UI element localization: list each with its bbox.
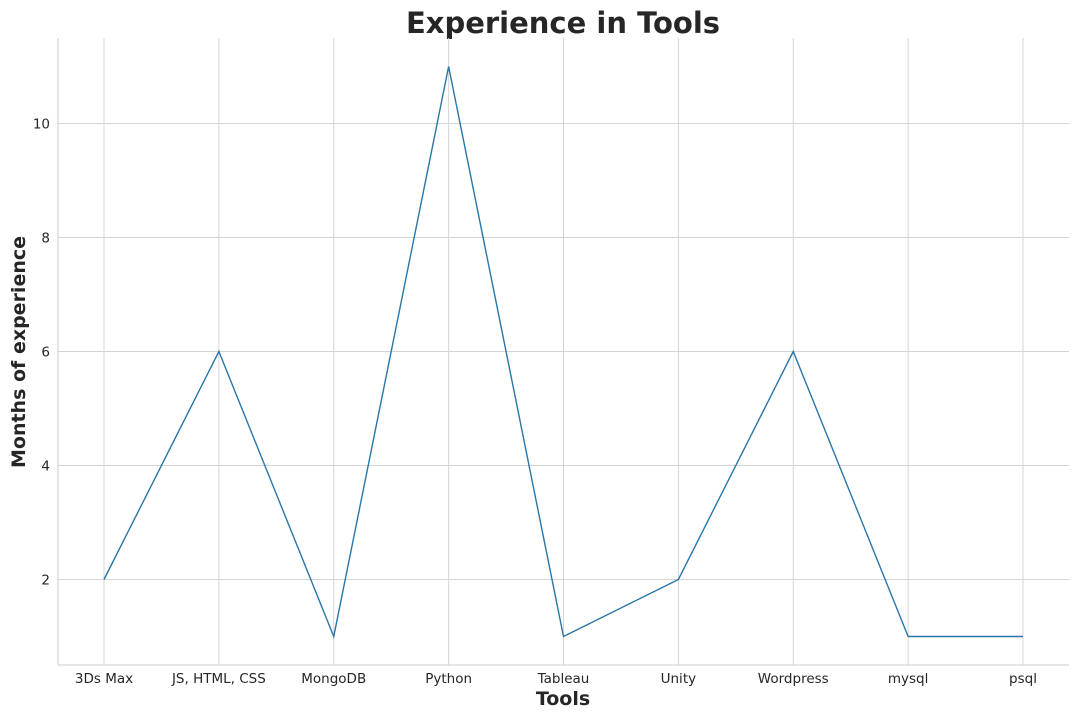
y-tick-label: 8 [41, 231, 50, 247]
series-layer [103, 66, 1023, 639]
y-axis-label: Months of experience [8, 236, 30, 468]
x-axis-label: Tools [536, 688, 590, 710]
x-tick-label: Python [425, 671, 472, 687]
y-tick-label: 6 [41, 345, 50, 361]
x-tick-label: Unity [661, 671, 696, 687]
chart-title: Experience in Tools [406, 6, 720, 40]
series-line [103, 66, 1023, 639]
x-tick-label: MongoDB [301, 671, 366, 687]
x-tick-label: 3Ds Max [75, 671, 133, 687]
y-axis-ticks: 2 4 6 8 10 [33, 117, 50, 589]
x-tick-label: Wordpress [758, 671, 829, 687]
x-tick-label: mysql [888, 671, 929, 687]
axes-spines [57, 38, 1069, 666]
x-tick-label: JS, HTML, CSS [171, 671, 266, 687]
grid [58, 38, 1069, 665]
x-tick-label: Tableau [537, 671, 590, 687]
y-tick-label: 4 [41, 459, 50, 475]
y-tick-label: 2 [41, 573, 50, 589]
y-tick-label: 10 [33, 117, 50, 133]
x-axis-ticks: 3Ds Max JS, HTML, CSS MongoDB Python Tableau… [75, 671, 1037, 687]
x-tick-label: psql [1009, 671, 1037, 687]
